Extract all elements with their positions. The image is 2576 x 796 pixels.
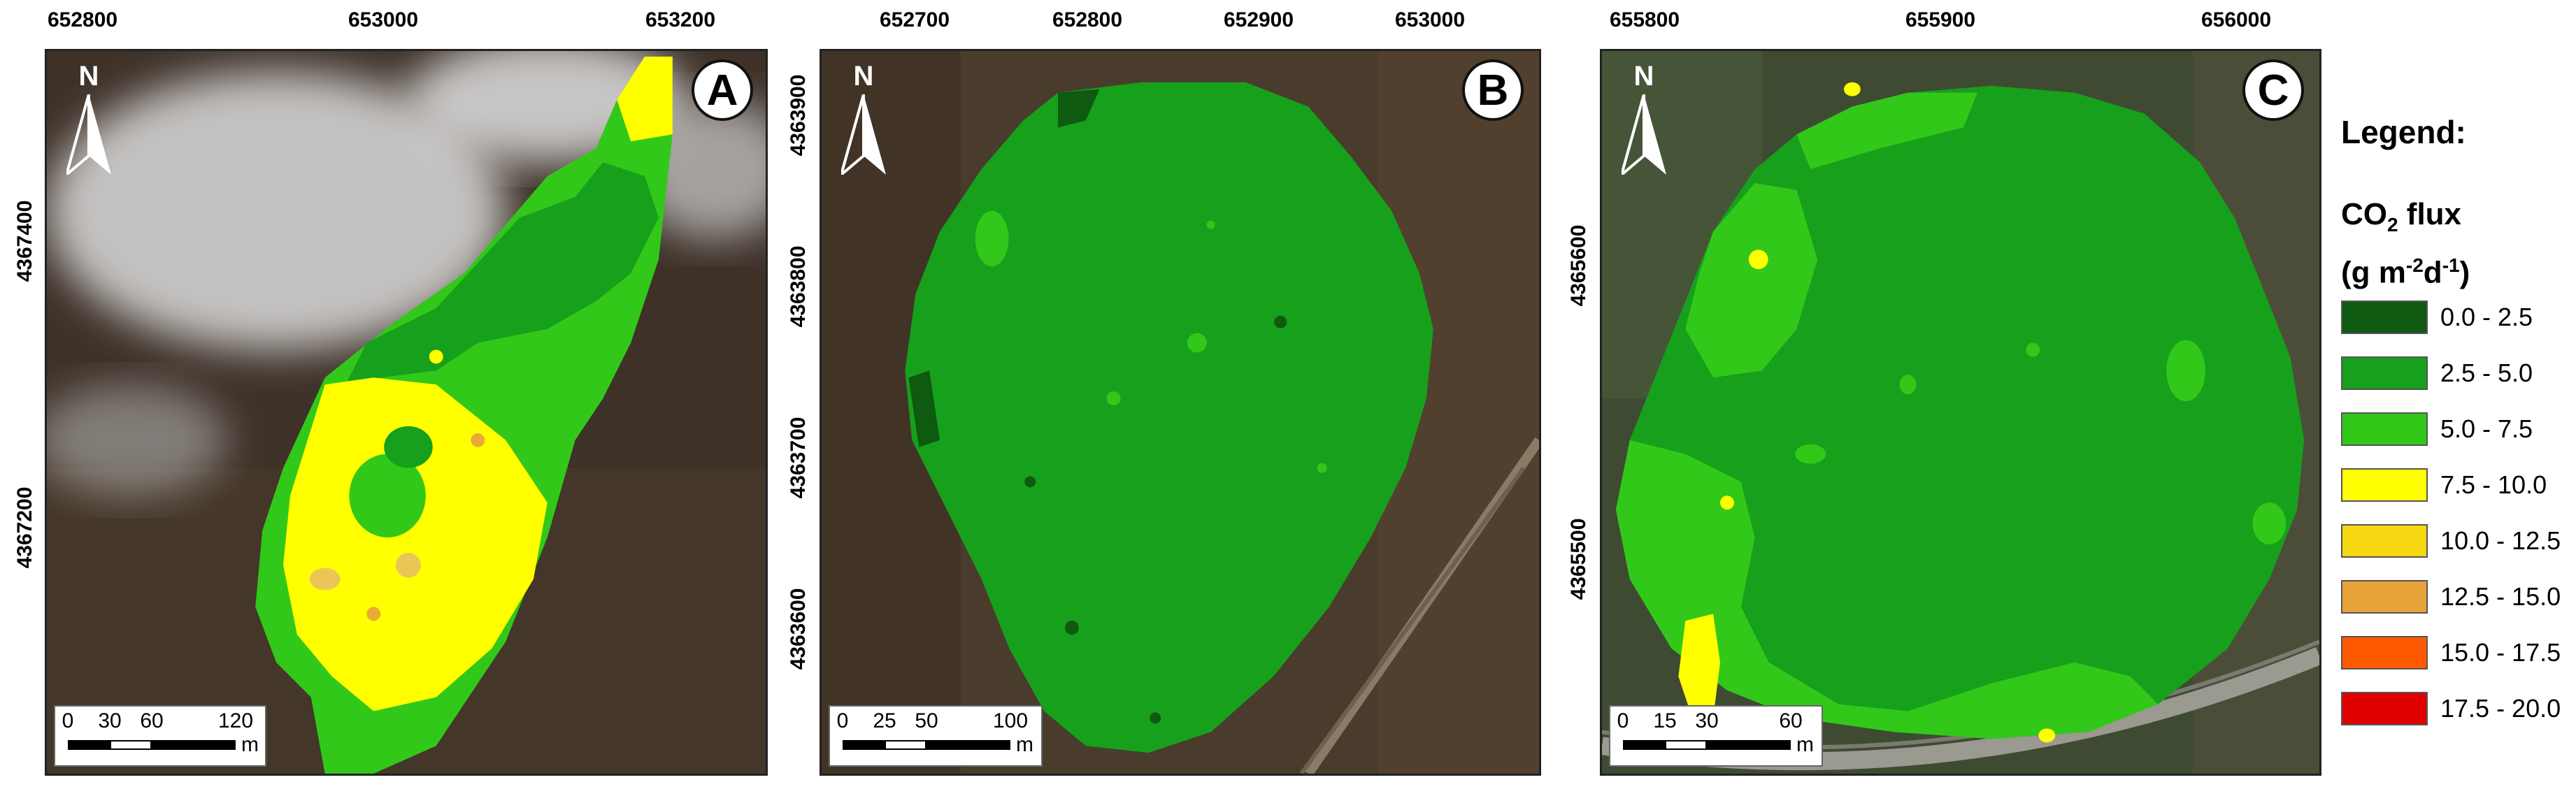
- scale-bar-b: 0 25 50 100 m: [829, 705, 1043, 767]
- legend-subtitle-sub: 2: [2387, 213, 2398, 236]
- legend-title: Legend:: [2341, 114, 2466, 150]
- legend-unit-open: (g m: [2341, 255, 2406, 290]
- panel-b-x-tick: 652900: [1223, 8, 1294, 31]
- legend-swatch: [2341, 580, 2428, 614]
- panel-b-y-tick: 4363700: [787, 417, 810, 499]
- panel-label-c: C: [2242, 59, 2304, 121]
- scale-label: 100: [992, 709, 1029, 732]
- north-letter: N: [78, 61, 99, 92]
- flux-zone-low: [1058, 89, 1100, 128]
- flux-zone-medium: [1796, 92, 1977, 170]
- legend-swatch: [2341, 468, 2428, 502]
- panel-a-x-tick: 653200: [645, 8, 716, 31]
- flux-zone-very-high: [309, 567, 341, 591]
- legend-label: 10.0 - 12.5: [2440, 526, 2561, 555]
- panel-c-y-tick: 4365600: [1567, 224, 1590, 307]
- map-panel-c: N C 0 15 30 60 m: [1600, 49, 2321, 776]
- map-b-canvas: [822, 51, 1539, 774]
- legend-swatch: [2341, 356, 2428, 390]
- legend-unit-close: ): [2459, 255, 2470, 290]
- scale-bar-a: 0 30 60 120 m: [54, 705, 266, 767]
- scale-label: 0: [1617, 709, 1629, 732]
- panel-c-x-tick: 656000: [2201, 8, 2272, 31]
- legend-entry: 10.0 - 12.5: [2341, 523, 2561, 559]
- scale-label: 30: [98, 709, 122, 732]
- legend-label: 5.0 - 7.5: [2440, 414, 2533, 443]
- legend-unit-mid: d: [2423, 255, 2442, 290]
- legend-label: 2.5 - 5.0: [2440, 359, 2533, 387]
- legend-entry: 2.5 - 5.0: [2341, 355, 2533, 391]
- north-letter: N: [853, 61, 874, 92]
- panel-a-x-tick: 653000: [348, 8, 419, 31]
- cloud-cover: [47, 71, 506, 350]
- scale-unit: m: [1796, 733, 1814, 756]
- legend-entry: 5.0 - 7.5: [2341, 411, 2533, 447]
- scale-label: 30: [1695, 709, 1719, 732]
- north-arrow: N: [1616, 61, 1672, 180]
- legend-swatch: [2341, 301, 2428, 334]
- scale-label: 0: [836, 709, 849, 732]
- panel-a-y-tick: 4367400: [13, 200, 36, 282]
- scale-label: 60: [140, 709, 164, 732]
- legend-swatch: [2341, 524, 2428, 558]
- map-panel-a: N A 0 30 60 120 m: [45, 49, 768, 776]
- scale-bar-c: 0 15 30 60 m: [1609, 705, 1823, 767]
- panel-a-x-tick: 652800: [47, 8, 118, 31]
- panel-c-x-tick: 655900: [1905, 8, 1976, 31]
- legend-subtitle-main: CO: [2341, 197, 2387, 231]
- panel-b-x-tick: 652800: [1052, 8, 1123, 31]
- legend-subtitle: CO2 flux (g m-2d-1): [2341, 194, 2470, 293]
- legend-swatch: [2341, 412, 2428, 446]
- north-arrow: N: [836, 61, 892, 180]
- scale-unit: m: [1016, 733, 1033, 756]
- legend-unit-sup2: -1: [2442, 254, 2460, 276]
- north-arrow-icon: [1622, 94, 1666, 175]
- north-arrow-icon: [841, 94, 886, 175]
- panel-b-y-tick: 4363900: [787, 74, 810, 157]
- legend-label: 0.0 - 2.5: [2440, 303, 2533, 331]
- panel-label-b: B: [1462, 59, 1524, 121]
- panel-b-x-tick: 652700: [879, 8, 950, 31]
- scale-label: 60: [1779, 709, 1803, 732]
- flux-zone-medium: [338, 162, 659, 399]
- north-letter: N: [1633, 61, 1654, 92]
- legend-swatch: [2341, 692, 2428, 725]
- scale-label: 25: [873, 709, 896, 732]
- north-arrow-icon: [66, 94, 111, 175]
- flux-area-b: [905, 82, 1433, 753]
- panel-b-y-tick: 4363600: [787, 588, 810, 670]
- scale-label: 0: [62, 709, 74, 732]
- legend-label: 7.5 - 10.0: [2440, 470, 2547, 499]
- legend-entry: 12.5 - 15.0: [2341, 579, 2561, 615]
- flux-zone-high: [1678, 614, 1721, 718]
- scale-label: 15: [1653, 709, 1677, 732]
- legend-subtitle-rest: flux: [2398, 197, 2462, 231]
- map-c-canvas: [1602, 51, 2319, 774]
- legend-label: 17.5 - 20.0: [2440, 694, 2561, 723]
- legend-label: 15.0 - 17.5: [2440, 638, 2561, 667]
- map-legend: Legend: CO2 flux (g m-2d-1) 0.0 - 2.5 2.…: [2335, 0, 2576, 796]
- panel-label-a: A: [692, 59, 753, 121]
- legend-unit-sup1: -2: [2405, 254, 2424, 276]
- scale-unit: m: [241, 733, 259, 756]
- legend-entry: 0.0 - 2.5: [2341, 299, 2533, 335]
- panel-b-x-tick: 653000: [1394, 8, 1466, 31]
- scale-label: 50: [915, 709, 938, 732]
- panel-b-y-tick: 4363800: [787, 245, 810, 328]
- legend-entry: 17.5 - 20.0: [2341, 690, 2561, 727]
- flux-zone-medium: [975, 210, 1009, 267]
- scale-label: 120: [217, 709, 254, 732]
- legend-entry: 7.5 - 10.0: [2341, 467, 2547, 503]
- legend-label: 12.5 - 15.0: [2440, 582, 2561, 611]
- map-a-canvas: [47, 51, 766, 774]
- panel-c-x-tick: 655800: [1609, 8, 1680, 31]
- flux-zone-high: [617, 56, 673, 142]
- map-panel-b: N B 0 25 50 100 m: [820, 49, 1541, 776]
- panel-a-y-tick: 4367200: [13, 486, 36, 569]
- panel-c-y-tick: 4365500: [1567, 518, 1590, 600]
- legend-swatch: [2341, 636, 2428, 670]
- north-arrow: N: [61, 61, 117, 180]
- legend-entry: 15.0 - 17.5: [2341, 635, 2561, 671]
